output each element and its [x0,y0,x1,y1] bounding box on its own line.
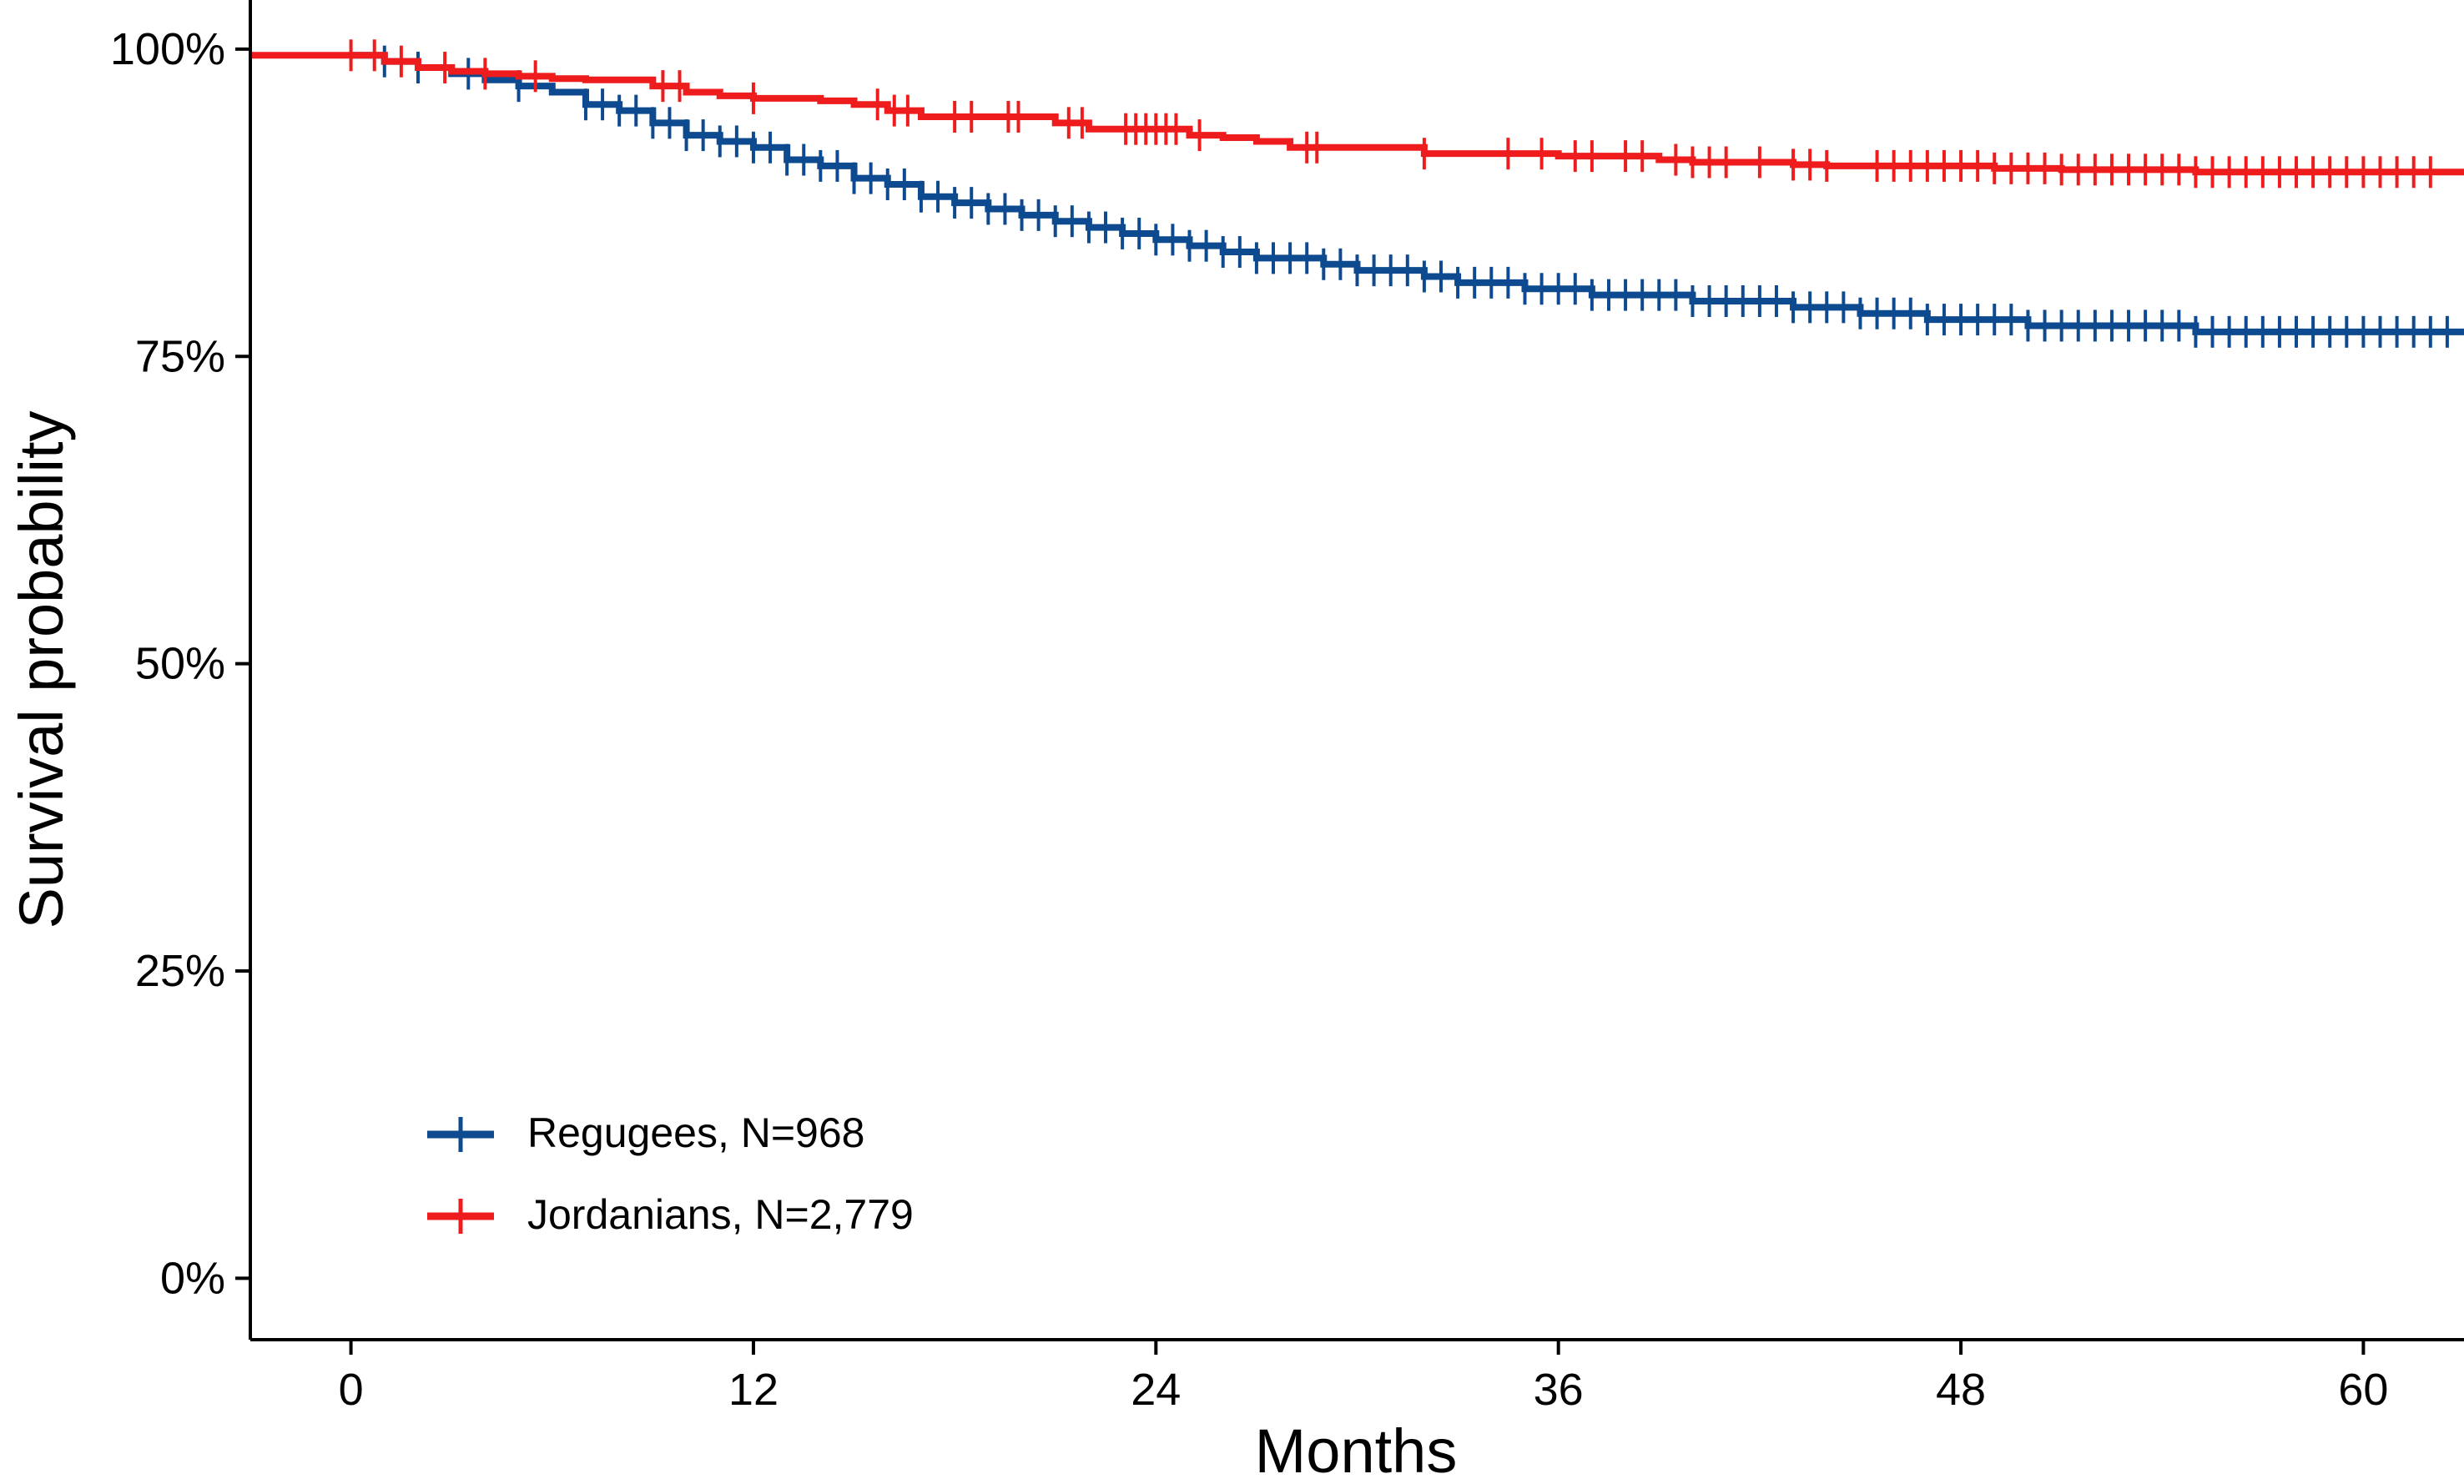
survival-curve-refugees [350,52,2464,335]
legend-item-refugees: Regugees, N=968 [427,1109,864,1156]
y-axis-ticks: 0% 25% 50% 75% 100% [110,24,250,1303]
series-layer [250,39,2464,348]
y-axis-title: Survival probability [7,410,76,928]
x-axis-title: Months [1255,1416,1458,1484]
legend-item-jordanians: Jordanians, N=2,779 [427,1191,914,1238]
legend-label-jordanians: Jordanians, N=2,779 [527,1191,914,1238]
y-tick-label: 25% [135,946,225,996]
x-tick-label: 60 [2338,1365,2388,1415]
x-tick-label: 36 [1534,1365,1584,1415]
x-tick-label: 24 [1131,1365,1181,1415]
legend-label-refugees: Regugees, N=968 [527,1109,864,1156]
x-tick-label: 12 [728,1365,779,1415]
y-tick-label: 100% [110,24,225,74]
x-tick-label: 48 [1936,1365,1986,1415]
plot-area [250,39,2464,348]
survival-curve-jordanians [250,52,2464,176]
y-tick-label: 0% [160,1253,225,1303]
y-tick-label: 50% [135,639,225,689]
legend: Regugees, N=968 Jordanians, N=2,779 [427,1109,914,1238]
x-axis-ticks: 0 12 24 36 48 60 [339,1340,2388,1415]
x-tick-label: 0 [339,1365,364,1415]
y-tick-label: 75% [135,331,225,381]
